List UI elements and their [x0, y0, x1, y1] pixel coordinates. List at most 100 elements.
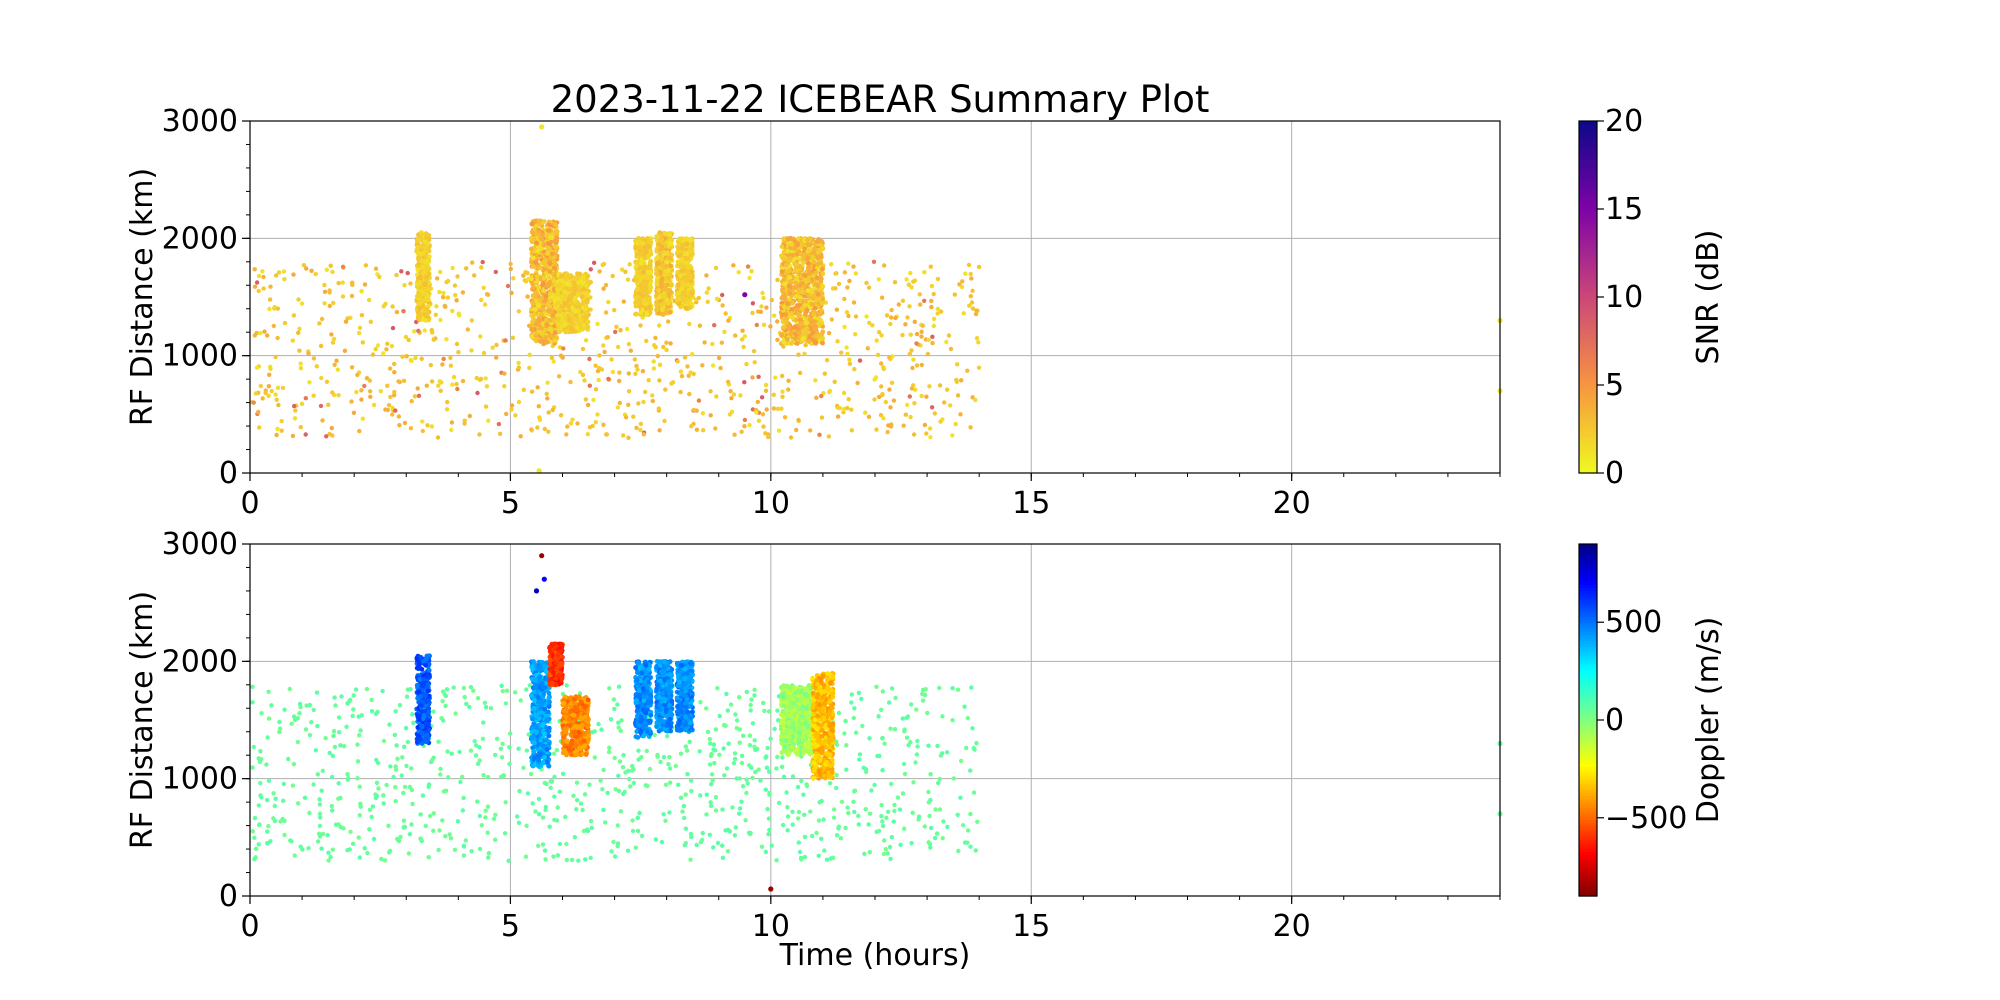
scatter-point: [458, 779, 463, 785]
echo-point: [687, 264, 693, 270]
echo-point: [572, 317, 578, 323]
echo-point: [794, 262, 799, 268]
scatter-point: [480, 736, 486, 741]
scatter-point: [362, 846, 367, 851]
echo-point: [417, 252, 423, 258]
scatter-point: [928, 435, 933, 440]
scatter-point: [588, 855, 593, 860]
scatter-point: [833, 271, 838, 276]
scatter-point: [826, 330, 832, 336]
scatter-point: [635, 815, 640, 820]
echo-point: [646, 237, 651, 243]
scatter-point: [973, 311, 979, 317]
scatter-point: [371, 402, 377, 408]
scatter-point: [472, 273, 477, 278]
scatter-point: [488, 706, 494, 711]
scatter-point: [431, 337, 436, 342]
scatter-point: [911, 279, 916, 284]
scatter-point: [551, 359, 556, 364]
scatter-point: [768, 324, 773, 329]
scatter-point: [587, 383, 592, 388]
scatter-point: [391, 774, 396, 780]
scatter-point: [827, 781, 833, 786]
scatter-point: [836, 826, 841, 831]
echo-point: [547, 291, 553, 297]
scatter-point: [856, 822, 861, 827]
scatter-point: [847, 278, 852, 284]
scatter-point: [330, 774, 335, 780]
echo-point: [634, 277, 640, 283]
echo-point: [552, 265, 557, 271]
scatter-point: [919, 334, 924, 339]
scatter-point: [381, 304, 386, 309]
scatter-point: [776, 428, 782, 433]
scatter-point: [824, 358, 830, 363]
scatter-point: [632, 357, 637, 362]
scatter-point: [296, 297, 301, 302]
scatter-point: [558, 413, 564, 418]
scatter-point: [611, 697, 617, 702]
scatter-point: [591, 397, 596, 403]
scatter-point: [707, 736, 712, 742]
scatter-point: [260, 269, 265, 274]
scatter-point: [682, 355, 688, 360]
scatter-point: [399, 269, 404, 274]
echo-point: [681, 242, 686, 248]
scatter-point: [756, 418, 762, 423]
scatter-point: [688, 857, 693, 862]
scatter-point: [879, 803, 884, 808]
scatter-point: [397, 703, 403, 708]
scatter-point: [852, 367, 857, 372]
scatter-point: [897, 807, 903, 812]
scatter-point: [819, 798, 824, 804]
scatter-point: [542, 426, 547, 432]
scatter-point: [397, 423, 402, 428]
scatter-point: [263, 390, 268, 396]
echo-point: [679, 256, 685, 262]
scatter-point: [842, 731, 847, 736]
scatter-point: [437, 289, 442, 295]
scatter-point: [702, 340, 707, 345]
scatter-point: [638, 427, 643, 433]
scatter-point: [902, 826, 907, 831]
scatter-point: [606, 299, 611, 305]
echo-point: [788, 235, 793, 241]
scatter-point: [252, 284, 258, 289]
scatter-point: [273, 392, 278, 397]
scatter-point: [290, 338, 295, 343]
scatter-point: [759, 304, 764, 309]
scatter-point: [351, 693, 356, 698]
scatter-point: [551, 751, 557, 756]
scatter-point: [882, 741, 887, 746]
scatter-point: [678, 795, 684, 800]
scatter-point: [340, 264, 346, 269]
echo-point: [558, 325, 564, 331]
scatter-point: [403, 334, 409, 340]
scatter-point: [615, 344, 621, 350]
y-tick-label: 3000: [162, 104, 238, 139]
scatter-point: [587, 782, 592, 787]
scatter-point: [774, 766, 779, 771]
echo-point: [419, 289, 425, 295]
scatter-point: [484, 384, 490, 389]
scatter-point: [588, 295, 593, 300]
scatter-point: [543, 804, 548, 810]
scatter-point: [908, 270, 913, 276]
scatter-point: [360, 340, 365, 345]
scatter-point: [857, 757, 862, 762]
scatter-point: [636, 748, 641, 753]
scatter-point: [313, 271, 318, 277]
scatter-point: [394, 272, 399, 278]
scatter-point: [638, 421, 643, 427]
scatter-point: [254, 280, 260, 285]
echo-point: [574, 325, 580, 330]
scatter-point: [631, 780, 637, 786]
scatter-point: [893, 315, 898, 321]
scatter-point: [630, 818, 635, 823]
scatter-point: [404, 694, 410, 699]
scatter-point: [509, 407, 514, 412]
scatter-point: [422, 328, 427, 333]
scatter-point: [627, 262, 632, 267]
scatter-point: [564, 683, 569, 688]
scatter-point: [860, 723, 865, 729]
